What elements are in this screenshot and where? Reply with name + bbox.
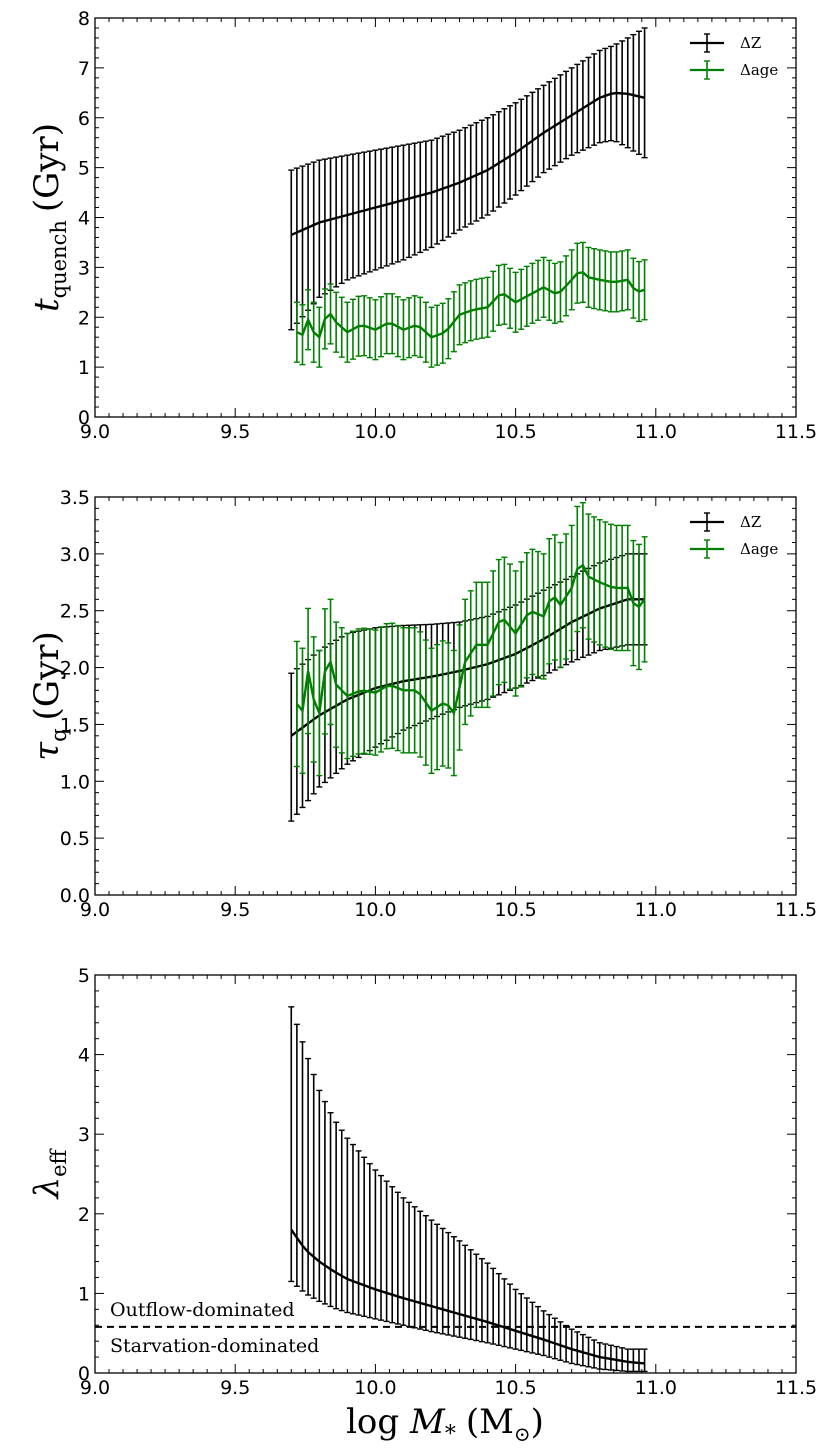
y-axis-label-var: λ	[27, 1177, 67, 1201]
legend-label: ΔZ	[740, 34, 761, 52]
legend-label: ΔZ	[740, 513, 761, 531]
y-axis-label: tquench (Gyr)	[27, 123, 71, 312]
panel-middle: 9.0 9.5 10.0 10.5 11.0 11.5 0.0 0.5 1.0 1.5 2.0 2.5…	[27, 487, 817, 921]
panel-top: 9.0 9.5 10.0 10.5 11.0 11.5 0 1 2 3 4 5 6 7 8 tquench (G…	[27, 8, 817, 443]
y-tick-label: 4	[78, 1045, 90, 1067]
legend: ΔZ Δage	[690, 512, 778, 559]
y-tick-label: 4	[78, 208, 90, 230]
x-tick-label: 9.5	[220, 421, 250, 443]
x-tick-label: 9.0	[80, 899, 110, 921]
y-tick-label: 3	[78, 1124, 90, 1146]
legend-label: Δage	[740, 540, 778, 558]
y-axis-label-sub: eff	[47, 1147, 71, 1176]
y-tick-label: 5	[78, 965, 90, 987]
y-tick-label: 0.5	[60, 828, 90, 850]
x-tick-label: 10.0	[354, 1377, 396, 1399]
y-tick-label: 3	[78, 257, 90, 279]
y-tick-label: 3.5	[60, 487, 90, 509]
y-tick-label: 2	[78, 307, 90, 329]
y-axis-label-unit: (Gyr)	[27, 123, 67, 212]
y-tick-label: 1	[78, 357, 90, 379]
x-axis-label-part: (M	[466, 1402, 514, 1442]
y-tick-label: 0	[78, 1363, 90, 1385]
x-tick-label: 10.5	[494, 421, 536, 443]
y-tick-label: 2.0	[60, 658, 90, 680]
series-line	[295, 563, 646, 718]
y-tick-label: 2	[78, 1204, 90, 1226]
y-tick-label: 1.5	[60, 714, 90, 736]
panel-bottom: 9.0 9.5 10.0 10.5 11.0 11.5 0 1 2 3 4 5 λeff Outflow-…	[27, 965, 817, 1399]
x-tick-label: 10.5	[494, 899, 536, 921]
y-tick-label: 0.0	[60, 885, 90, 907]
series-line	[290, 91, 645, 237]
x-tick-label: 9.0	[80, 1377, 110, 1399]
y-axis-label-unit: (Gyr)	[27, 631, 67, 720]
x-tick-label: 10.0	[354, 899, 396, 921]
y-axis-label: τq (Gyr)	[27, 631, 71, 760]
x-tick-label: 11.5	[775, 899, 817, 921]
y-tick-label: 7	[78, 58, 90, 80]
axes-frame	[94, 17, 797, 418]
y-tick-label: 0	[78, 407, 90, 429]
y-axis-label-var: t	[27, 298, 67, 312]
x-tick-label: 10.0	[354, 421, 396, 443]
x-tick-label: 11.5	[775, 1377, 817, 1399]
x-tick-label: 10.5	[494, 1377, 536, 1399]
series-delta-age	[293, 241, 648, 368]
x-axis-label-part: ⊙	[514, 1422, 531, 1446]
series-lambda	[288, 1006, 648, 1373]
x-axis-label-part: *	[445, 1422, 456, 1447]
y-axis-label: λeff	[27, 1147, 71, 1200]
x-axis-label-part: )	[531, 1402, 544, 1442]
y-tick-label: 1	[78, 1283, 90, 1305]
x-tick-label: 11.0	[635, 1377, 677, 1399]
series-delta-z	[288, 27, 648, 331]
x-axis-label-part: M	[409, 1402, 446, 1442]
y-axis-label-var: τ	[27, 741, 67, 761]
x-tick-label: 11.0	[635, 421, 677, 443]
series-line	[296, 271, 645, 340]
y-tick-label: 1.0	[60, 771, 90, 793]
axes-frame	[94, 496, 797, 896]
annotation-starvation: Starvation-dominated	[110, 1335, 319, 1357]
x-tick-label: 9.5	[220, 899, 250, 921]
x-axis-label-part: log	[346, 1402, 410, 1442]
x-tick-label: 9.5	[220, 1377, 250, 1399]
y-tick-label: 5	[78, 158, 90, 180]
annotation-outflow: Outflow-dominated	[110, 1299, 295, 1321]
y-tick-label: 8	[78, 8, 90, 30]
y-axis-label-sub: quench	[47, 220, 71, 298]
series-line	[290, 598, 645, 737]
y-tick-label: 2.5	[60, 601, 90, 623]
series-line	[290, 1229, 645, 1365]
series-delta-age	[293, 501, 648, 777]
y-tick-label: 6	[78, 108, 90, 130]
legend-label: Δage	[740, 61, 778, 79]
y-tick-label: 3.0	[60, 544, 90, 566]
x-tick-label: 11.0	[635, 899, 677, 921]
y-axis-label-sub: q	[47, 728, 71, 741]
x-tick-label: 9.0	[80, 421, 110, 443]
legend: ΔZ Δage	[690, 33, 778, 80]
x-tick-label: 11.5	[775, 421, 817, 443]
x-axis-label: log M* (M⊙)	[346, 1402, 544, 1447]
